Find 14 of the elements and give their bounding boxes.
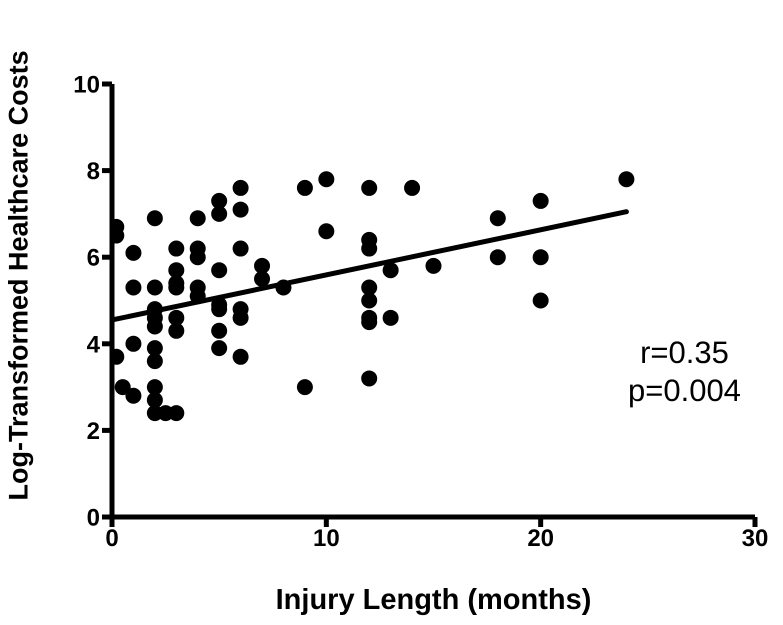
annotation: r=0.35 [639,334,730,372]
y-tick-label: 8 [86,158,100,186]
y-tick-label: 6 [86,244,100,272]
y-tick-label: 2 [86,418,100,445]
x-tick-label: 30 [742,525,768,552]
x-tick-label: 0 [105,525,119,552]
x-tick-label: 20 [527,525,554,552]
y-axis-title: Log-Transformed Healthcare Costs [4,50,34,500]
y-tick-label: 0 [86,504,100,532]
x-axis-title: Injury Length (months) [276,584,592,616]
y-tick-label: 10 [73,72,100,99]
annotation: p=0.004 [628,372,741,410]
x-tick-label: 10 [312,525,340,552]
y-tick-label: 4 [86,331,101,358]
